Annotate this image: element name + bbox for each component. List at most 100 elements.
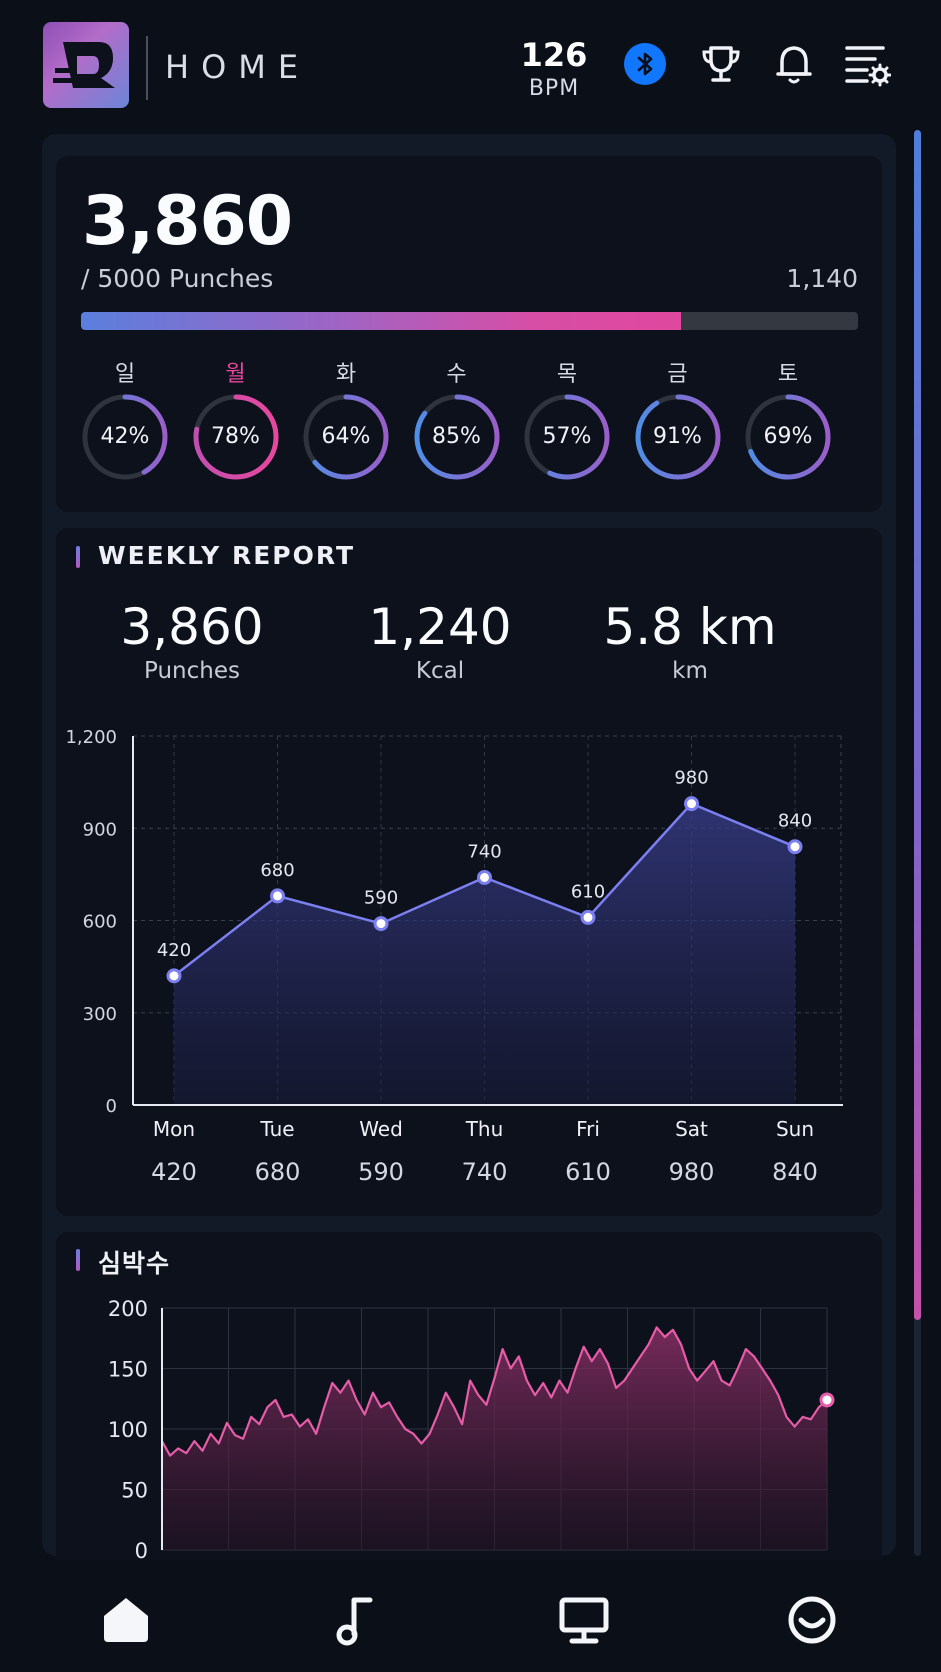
data-point[interactable] xyxy=(477,869,492,885)
punch-remaining: 1,140 xyxy=(786,264,858,293)
punch-count: 3,860 xyxy=(82,182,293,261)
music-note-icon xyxy=(336,1597,373,1646)
day-progress-ring[interactable] xyxy=(522,392,612,482)
day-label: 수 xyxy=(446,362,467,387)
y-tick-label: 50 xyxy=(121,1479,148,1503)
notification-button[interactable] xyxy=(770,40,818,88)
data-point[interactable] xyxy=(580,909,596,925)
bluetooth-button[interactable] xyxy=(624,43,666,85)
y-tick-label: 300 xyxy=(83,1004,117,1025)
day-progress-ring[interactable] xyxy=(743,392,833,482)
home-icon xyxy=(104,1598,148,1642)
nav-display-button[interactable] xyxy=(558,1594,610,1646)
data-label: 740 xyxy=(467,841,501,862)
data-point[interactable] xyxy=(684,796,699,812)
data-point[interactable] xyxy=(373,916,389,932)
stat-punches-unit: Punches xyxy=(144,658,240,684)
stat-distance-unit: km xyxy=(672,658,708,684)
y-tick-label: 900 xyxy=(83,819,117,840)
nav-profile-button[interactable] xyxy=(786,1594,838,1646)
day-percent: 57% xyxy=(542,424,592,449)
day-percent: 42% xyxy=(100,424,150,449)
settings-button[interactable] xyxy=(843,40,892,88)
current-heart-rate-point[interactable] xyxy=(819,1392,835,1408)
ring-arc xyxy=(635,394,720,480)
stat-kcal-value: 1,240 xyxy=(368,598,512,656)
y-tick-label: 100 xyxy=(108,1418,148,1442)
data-label: 610 xyxy=(571,881,605,902)
y-tick-label: 600 xyxy=(83,912,117,933)
trophy-button[interactable] xyxy=(697,40,745,88)
x-tick-label: Sat xyxy=(675,1117,708,1141)
stat-punches-value: 3,860 xyxy=(120,598,264,656)
heart-rate-chart: 0 50 100 150 200 xyxy=(108,1297,835,1560)
y-tick-label: 1,200 xyxy=(65,727,117,748)
day-value-label: 740 xyxy=(462,1158,508,1186)
monitor-icon xyxy=(559,1597,609,1644)
ring-arc xyxy=(193,394,278,480)
data-label: 840 xyxy=(778,811,812,832)
weekly-punch-chart: 0 300 600 900 1,200 420 Mon 420 680 Tue 680 590 Wed 5… xyxy=(65,727,843,1186)
heart-rate-area xyxy=(162,1327,827,1550)
day-label: 월 xyxy=(225,362,246,387)
data-label: 590 xyxy=(364,888,398,909)
data-label: 980 xyxy=(674,768,708,789)
x-tick-label: Thu xyxy=(465,1117,504,1141)
day-value-label: 590 xyxy=(358,1158,404,1186)
data-point[interactable] xyxy=(166,968,182,984)
day-progress-ring[interactable] xyxy=(191,392,281,482)
punch-goal: / 5000 Punches xyxy=(81,264,274,293)
trophy-icon xyxy=(702,46,740,82)
weekly-report-title: WEEKLY REPORT xyxy=(98,541,356,570)
day-progress-ring[interactable] xyxy=(412,392,502,482)
day-percent: 64% xyxy=(321,424,371,449)
ring-arc xyxy=(303,394,389,480)
ring-arc xyxy=(524,394,610,480)
day-label: 토 xyxy=(777,362,799,387)
bpm-value: 126 xyxy=(520,36,588,74)
bottom-nav xyxy=(0,1560,941,1672)
section-accent xyxy=(76,1249,80,1271)
day-value-label: 840 xyxy=(772,1158,818,1186)
day-value-label: 680 xyxy=(255,1158,301,1186)
bluetooth-icon xyxy=(637,52,653,76)
data-point[interactable] xyxy=(787,839,803,855)
day-label: 화 xyxy=(335,362,357,387)
day-label: 금 xyxy=(667,362,688,387)
data-label: 680 xyxy=(260,860,294,881)
x-tick-label: Wed xyxy=(359,1117,403,1141)
nav-home-button[interactable] xyxy=(100,1594,152,1646)
day-progress-ring[interactable] xyxy=(80,392,170,482)
day-percent: 69% xyxy=(763,424,813,449)
day-progress-ring[interactable] xyxy=(633,392,723,482)
data-point[interactable] xyxy=(270,888,285,904)
ring-arc xyxy=(414,394,499,480)
app-header: HOME 126 BPM xyxy=(0,0,941,132)
x-tick-label: Fri xyxy=(576,1117,600,1141)
day-value-label: 610 xyxy=(565,1158,611,1186)
ring-arc xyxy=(82,394,168,480)
stat-distance-value: 5.8 km xyxy=(603,598,777,656)
day-progress-ring[interactable] xyxy=(301,392,391,482)
heart-rate-line xyxy=(161,1326,828,1457)
day-percent: 91% xyxy=(653,424,702,449)
data-label: 420 xyxy=(157,940,191,961)
settings-list-icon xyxy=(845,46,892,87)
day-label: 일 xyxy=(114,362,136,387)
y-tick-label: 150 xyxy=(108,1358,148,1382)
bell-icon xyxy=(776,46,812,84)
logo-icon[interactable] xyxy=(43,22,129,108)
page-title: HOME xyxy=(165,48,311,86)
section-accent xyxy=(76,546,80,568)
y-tick-label: 200 xyxy=(108,1297,148,1321)
series-area xyxy=(174,803,795,1105)
smile-icon xyxy=(788,1596,836,1644)
day-value-label: 980 xyxy=(669,1158,715,1186)
x-tick-label: Tue xyxy=(259,1117,294,1141)
heart-rate-title: 심박수 xyxy=(98,1249,171,1278)
nav-music-button[interactable] xyxy=(330,1594,382,1646)
punch-summary-card xyxy=(56,156,882,512)
scrollbar-thumb[interactable] xyxy=(914,130,921,1320)
day-value-label: 420 xyxy=(151,1158,197,1186)
x-tick-label: Sun xyxy=(776,1117,814,1141)
